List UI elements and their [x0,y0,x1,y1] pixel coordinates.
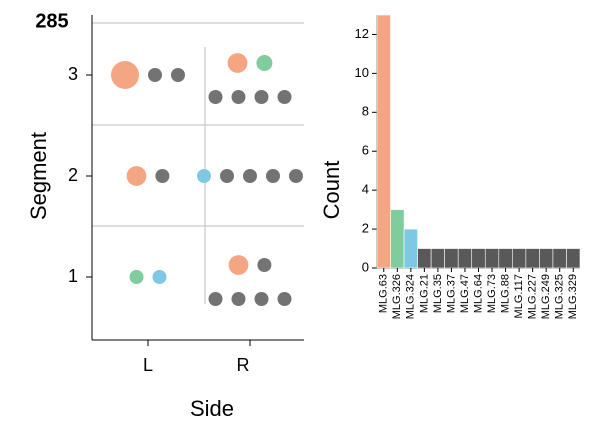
y-tick-label: 10 [355,65,369,80]
x-tick-label: MLG.324 [405,274,417,319]
x-tick-label: MLG.117 [513,274,525,318]
dot [277,292,292,306]
x-tick-label: MLG.47 [459,274,471,313]
dot [208,90,223,104]
bar [457,248,473,269]
bar [430,248,445,269]
x-tick-label: MLG.329 [567,274,579,319]
bar [390,209,405,269]
dot [220,169,234,183]
bar [471,248,486,269]
x-tick-label: MLG.227 [527,274,539,319]
y-tick-label: 3 [68,64,78,84]
x-tick-label: MLG.73 [486,274,498,313]
bar [512,248,527,269]
dot [243,169,257,183]
dot [126,166,147,186]
x-tick-label: MLG.35 [432,274,444,313]
dot [129,270,144,284]
dot [171,68,185,82]
bar [525,248,540,269]
dot [277,90,292,104]
x-tick-label: MLG.21 [418,274,430,313]
dot [289,169,303,183]
bar [417,248,432,269]
y-tick-label: 4 [362,182,369,197]
x-tick-label: MLG.325 [554,274,566,319]
panel-title: 285 [35,10,68,32]
dot [111,61,139,89]
bar [552,248,567,269]
x-tick-label: MLG.64 [472,274,484,313]
y-axis-label: Count [319,161,344,220]
dot [155,169,170,183]
bar [539,248,554,269]
dot [256,55,273,71]
x-axis-label: Side [190,396,234,421]
bar [376,14,391,269]
dot [266,169,280,183]
x-tick-label: MLG.88 [499,274,511,313]
y-tick-label: 6 [362,143,369,158]
bar [444,248,459,269]
dot [208,292,223,306]
bar [484,248,500,269]
x-tick-label: R [237,355,250,375]
y-tick-label: 2 [362,221,369,236]
dot [228,255,249,275]
y-tick-label: 8 [362,104,369,119]
dot [257,258,272,272]
bar [403,228,418,269]
dot [254,90,269,104]
y-tick-label: 0 [362,259,369,274]
x-tick-label: MLG.63 [378,274,390,313]
x-tick-label: MLG.37 [445,274,457,313]
dot [152,270,167,284]
x-tick-label: MLG.249 [540,274,552,319]
y-tick-label: 12 [355,26,369,41]
dot [227,53,248,73]
bar [566,248,581,269]
dot [197,169,211,183]
dot [231,90,246,104]
bar [498,248,513,269]
dot [231,292,246,306]
y-axis-label: Segment [26,132,51,220]
dot [148,68,162,82]
dot [254,292,269,306]
x-tick-label: MLG.326 [391,274,403,319]
x-tick-label: L [143,355,153,375]
y-tick-label: 1 [68,266,78,286]
y-tick-label: 2 [68,165,78,185]
